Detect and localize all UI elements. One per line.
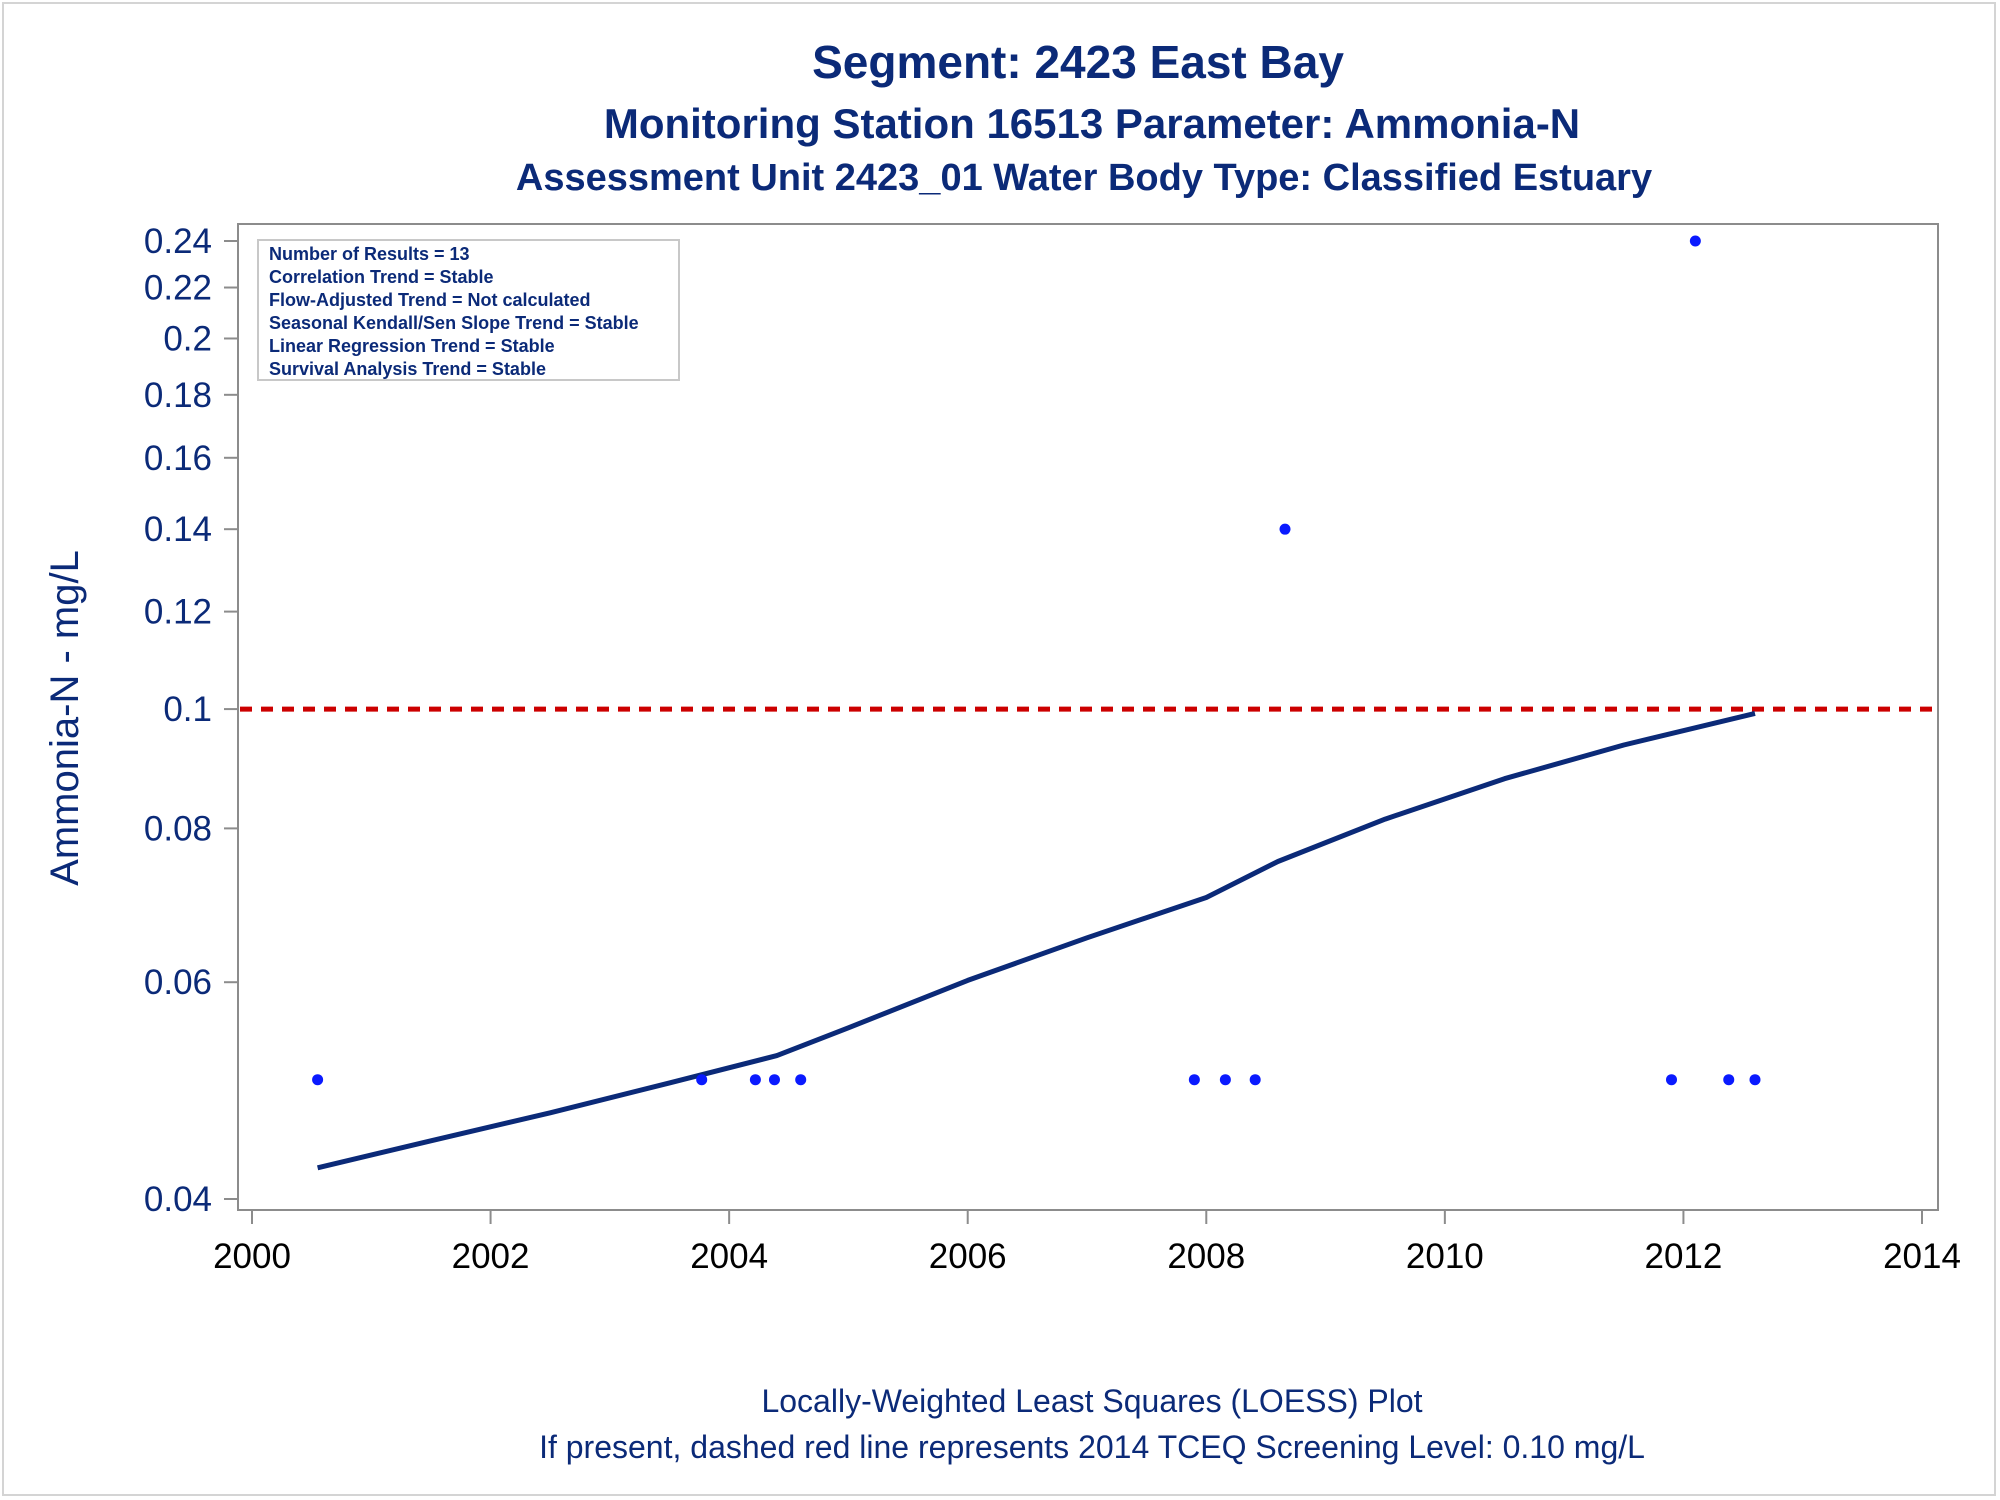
data-point [1188, 1074, 1200, 1086]
y-tick-label: 0.14 [144, 510, 212, 549]
y-tick-label: 0.2 [163, 319, 212, 358]
x-tick-label: 2008 [1167, 1237, 1245, 1276]
stats-line: Flow-Adjusted Trend = Not calculated [269, 290, 591, 310]
data-point [1666, 1074, 1677, 1086]
y-axis-label: Ammonia-N - mg/L [43, 550, 87, 886]
chart-title: Segment: 2423 East Bay [812, 36, 1344, 88]
footnote-1: Locally-Weighted Least Squares (LOESS) P… [761, 1383, 1422, 1419]
data-point [1689, 235, 1701, 247]
y-tick-label: 0.18 [144, 376, 212, 415]
y-tick-label: 0.06 [144, 963, 212, 1002]
x-tick-label: 2004 [690, 1237, 768, 1276]
y-tick-label: 0.12 [144, 593, 212, 632]
x-tick-label: 2014 [1883, 1237, 1961, 1276]
stats-line: Linear Regression Trend = Stable [269, 336, 555, 356]
stats-line: Survival Analysis Trend = Stable [269, 359, 546, 379]
x-tick-label: 2010 [1406, 1237, 1484, 1276]
data-point [312, 1074, 324, 1086]
x-tick-label: 2002 [452, 1237, 530, 1276]
y-tick-label: 0.22 [144, 269, 212, 308]
footnote-2: If present, dashed red line represents 2… [539, 1429, 1645, 1465]
stats-line: Correlation Trend = Stable [269, 267, 494, 287]
y-tick-label: 0.16 [144, 439, 212, 478]
stats-line: Number of Results = 13 [269, 244, 470, 264]
data-point [768, 1074, 780, 1086]
chart-subtitle-2: Assessment Unit 2423_01 Water Body Type:… [516, 157, 1652, 199]
data-point [795, 1074, 807, 1086]
y-tick-label: 0.04 [144, 1180, 212, 1219]
data-point [1749, 1074, 1761, 1086]
data-point [1219, 1074, 1231, 1086]
chart-subtitle: Monitoring Station 16513 Parameter: Ammo… [604, 100, 1580, 147]
data-point [1279, 523, 1291, 535]
data-point [696, 1074, 708, 1086]
data-point [749, 1074, 761, 1086]
y-tick-label: 0.08 [144, 809, 212, 848]
data-point [1249, 1074, 1261, 1086]
y-tick-label: 0.1 [163, 690, 212, 729]
data-point [1723, 1074, 1735, 1086]
x-tick-label: 2012 [1644, 1237, 1722, 1276]
x-axis-ticks: 2000 2002 2004 2006 2008 2010 2012 2014 [213, 1210, 1961, 1276]
x-tick-label: 2000 [213, 1237, 291, 1276]
stats-box: Number of Results = 13 Correlation Trend… [257, 239, 680, 381]
data-points-group [312, 235, 1761, 1086]
y-axis-ticks: 0.04 0.06 0.08 0.1 0.12 0.14 0.16 0.18 0.2 0.22 0.… [144, 222, 238, 1219]
x-tick-label: 2006 [929, 1237, 1007, 1276]
stats-box-frame [257, 239, 680, 381]
loess-line [317, 710, 1756, 1171]
y-tick-label: 0.24 [144, 222, 212, 261]
plot-area [237, 223, 1939, 1211]
loess-curve-group [317, 710, 1756, 1171]
stats-line: Seasonal Kendall/Sen Slope Trend = Stabl… [269, 313, 639, 333]
